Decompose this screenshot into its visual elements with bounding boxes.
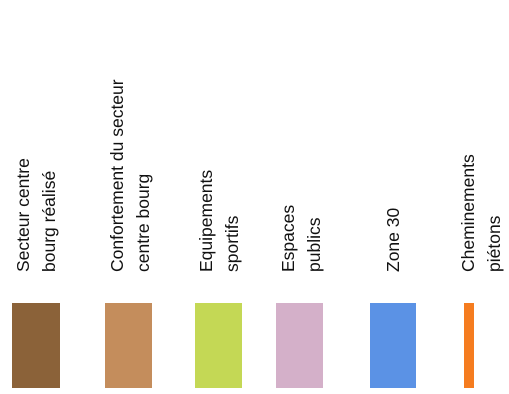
legend-label: Secteur centre bourg réalisé [10, 158, 62, 272]
legend-label-line: Zone 30 [383, 207, 403, 272]
legend-swatch [105, 303, 152, 388]
legend-label-line: sportifs [222, 215, 242, 272]
legend-label: Confortement du secteur centre bourg [104, 79, 156, 272]
legend-label-line: publics [304, 217, 324, 272]
legend-label: Zone 30 [380, 208, 406, 272]
legend-label-line: Secteur centre [13, 158, 33, 272]
legend-swatch [12, 303, 60, 388]
legend-label: Equipements sportifs [193, 170, 245, 272]
legend-label: Cheminements piétons [455, 154, 507, 272]
legend-label-line: Cheminements [458, 154, 478, 272]
legend-label-line: Confortement du secteur [107, 79, 127, 272]
legend-label: Espaces publics [275, 205, 327, 272]
legend-swatch [276, 303, 323, 388]
legend-label-line: Equipements [196, 169, 216, 272]
legend-swatch [370, 303, 416, 388]
legend-swatch [195, 303, 242, 388]
legend-label-line: bourg réalisé [39, 170, 59, 272]
legend-label-line: Espaces [278, 204, 298, 272]
legend-swatch [464, 303, 474, 388]
legend-label-line: piétons [484, 215, 504, 272]
legend-label-line: centre bourg [133, 173, 153, 272]
